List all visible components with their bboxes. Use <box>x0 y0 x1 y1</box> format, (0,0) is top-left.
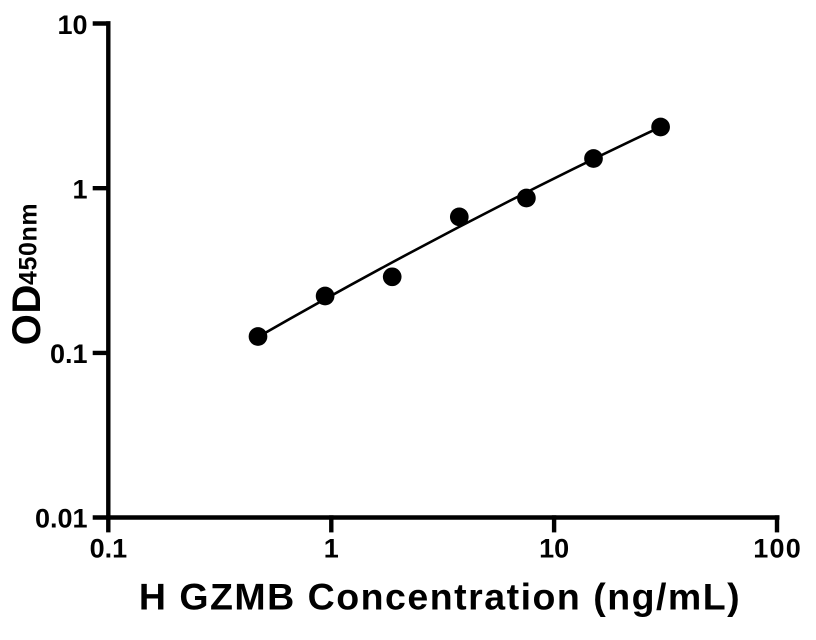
svg-text:0.1: 0.1 <box>50 339 88 369</box>
svg-text:0.01: 0.01 <box>35 504 88 534</box>
svg-text:1: 1 <box>72 175 87 205</box>
svg-text:10: 10 <box>57 10 87 40</box>
svg-text:H GZMB Concentration (ng/mL): H GZMB Concentration (ng/mL) <box>139 576 741 618</box>
svg-text:10: 10 <box>539 534 569 564</box>
svg-text:0.1: 0.1 <box>90 534 128 564</box>
svg-text:100: 100 <box>753 534 802 564</box>
svg-text:1: 1 <box>324 534 339 564</box>
